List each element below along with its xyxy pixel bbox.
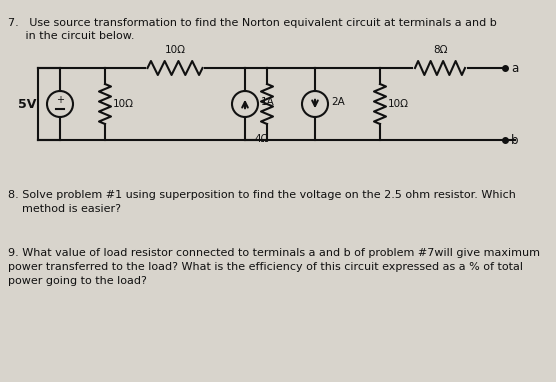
- Text: in the circuit below.: in the circuit below.: [8, 31, 135, 41]
- Text: 10Ω: 10Ω: [165, 45, 186, 55]
- Text: method is easier?: method is easier?: [8, 204, 121, 214]
- Text: 9. What value of load resistor connected to terminals a and b of problem #7will : 9. What value of load resistor connected…: [8, 248, 540, 258]
- Text: 10Ω: 10Ω: [388, 99, 409, 109]
- Text: +: +: [56, 95, 64, 105]
- Text: 8. Solve problem #1 using superposition to find the voltage on the 2.5 ohm resis: 8. Solve problem #1 using superposition …: [8, 190, 516, 200]
- Text: power transferred to the load? What is the efficiency of this circuit expressed : power transferred to the load? What is t…: [8, 262, 523, 272]
- Text: 8Ω: 8Ω: [433, 45, 447, 55]
- Text: 1A: 1A: [261, 97, 275, 107]
- Text: b: b: [511, 133, 519, 147]
- Text: 2A: 2A: [331, 97, 345, 107]
- Text: 5V: 5V: [18, 97, 36, 110]
- Text: a: a: [511, 62, 518, 74]
- Text: 4Ω: 4Ω: [255, 134, 269, 144]
- Text: 7.   Use source transformation to find the Norton equivalent circuit at terminal: 7. Use source transformation to find the…: [8, 18, 497, 28]
- Text: 10Ω: 10Ω: [113, 99, 134, 109]
- Text: power going to the load?: power going to the load?: [8, 276, 147, 286]
